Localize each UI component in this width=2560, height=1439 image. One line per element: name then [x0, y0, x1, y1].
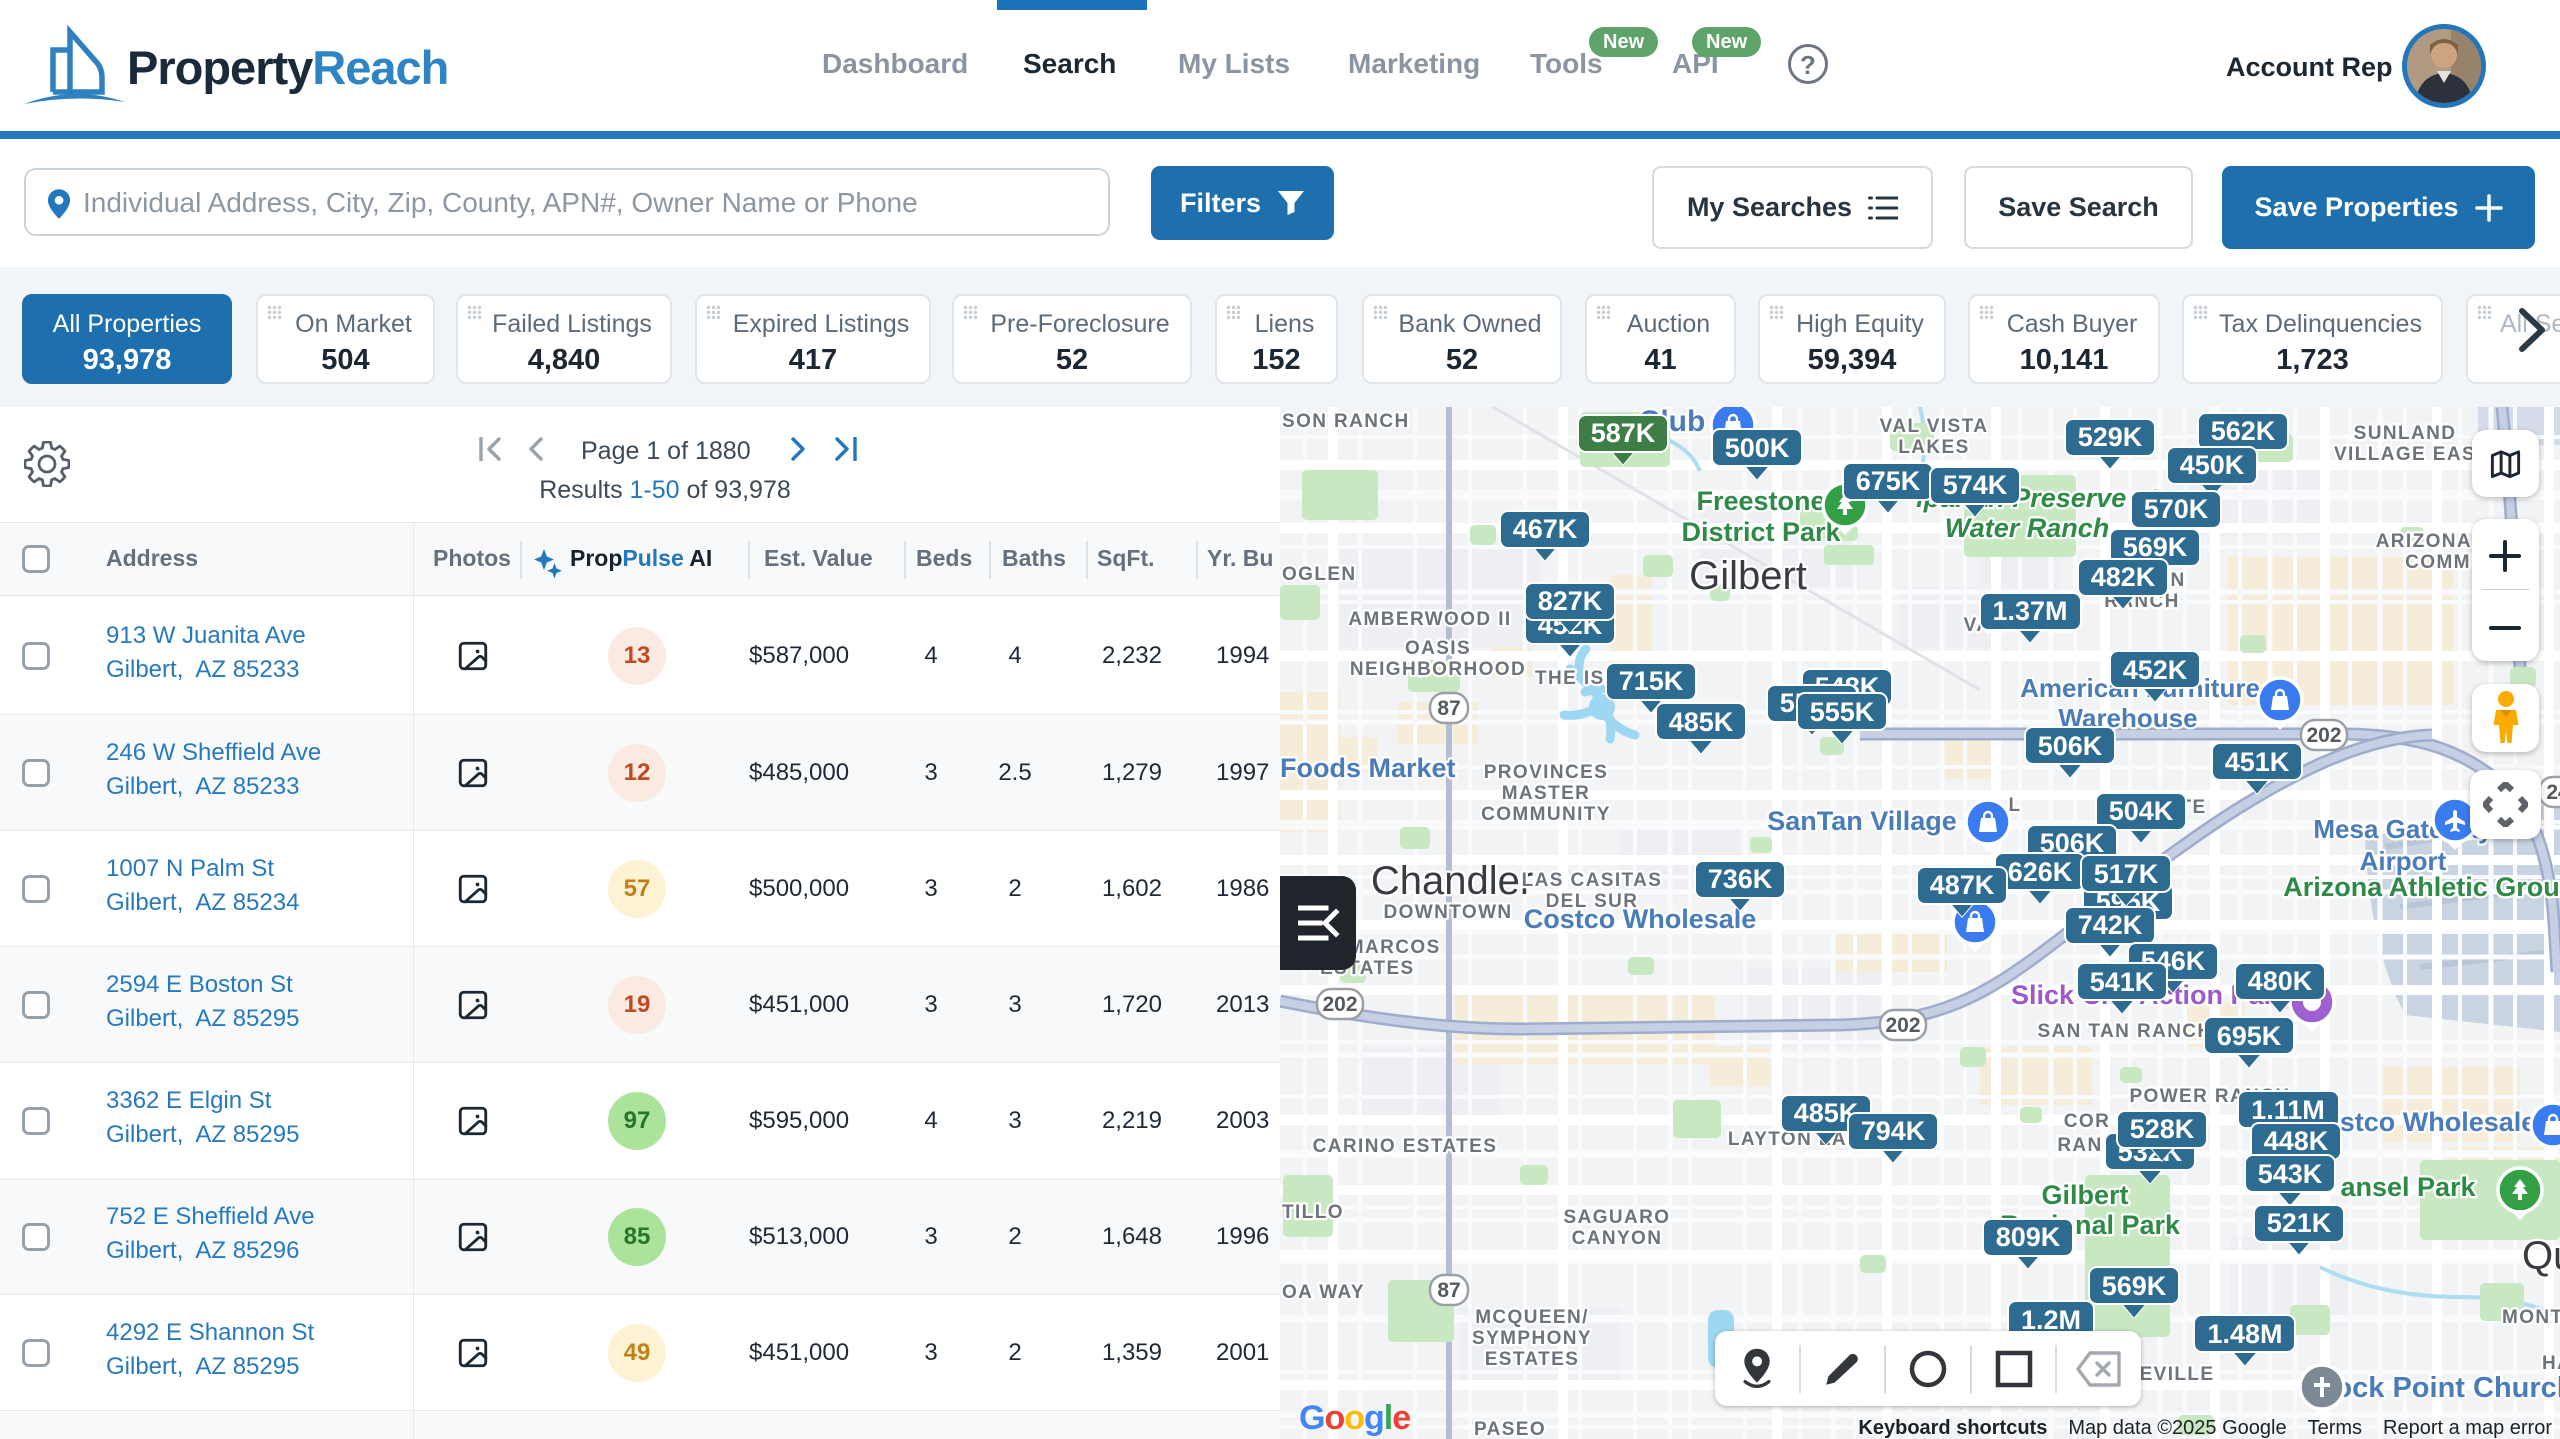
- svg-text:NEIGHBORHOOD: NEIGHBORHOOD: [1350, 659, 1526, 680]
- svg-text:485K: 485K: [1669, 707, 1734, 737]
- svg-text:District Park: District Park: [1681, 517, 1841, 547]
- svg-text:SUNLAND: SUNLAND: [2354, 423, 2457, 444]
- svg-text:448K: 448K: [2264, 1126, 2329, 1156]
- svg-text:Queen: Queen: [2522, 1234, 2560, 1278]
- svg-text:827K: 827K: [1538, 586, 1603, 616]
- svg-text:AMBERWOOD II: AMBERWOOD II: [1348, 609, 1511, 630]
- svg-text:ESTATES: ESTATES: [1485, 1349, 1580, 1370]
- svg-text:Foods Market: Foods Market: [1280, 753, 1456, 783]
- svg-text:PASEO: PASEO: [1474, 1419, 1546, 1439]
- svg-text:RAN: RAN: [2057, 1135, 2102, 1156]
- svg-text:VILLAGE EAS: VILLAGE EAS: [2334, 444, 2476, 465]
- svg-text:450K: 450K: [2180, 450, 2245, 480]
- svg-text:MCQUEEN/: MCQUEEN/: [1475, 1307, 1589, 1328]
- svg-text:87: 87: [1437, 697, 1460, 720]
- svg-text:Airport: Airport: [2360, 846, 2447, 876]
- svg-text:DEL SUR: DEL SUR: [1546, 891, 1639, 912]
- svg-text:Arizona Athletic Ground: Arizona Athletic Ground: [2283, 872, 2560, 902]
- svg-text:Costco Wholesale: Costco Wholesale: [1524, 904, 1757, 934]
- svg-text:COMMUNITY: COMMUNITY: [1481, 804, 1611, 825]
- svg-text:87: 87: [1437, 1279, 1460, 1302]
- svg-text:Gilbert: Gilbert: [1689, 554, 1807, 598]
- svg-text:517K: 517K: [2094, 859, 2159, 889]
- svg-text:Gilbert: Gilbert: [2041, 1180, 2128, 1210]
- svg-text:DOWNTOWN: DOWNTOWN: [1383, 902, 1512, 923]
- svg-text:HAS: HAS: [2542, 1353, 2560, 1374]
- svg-text:742K: 742K: [2078, 910, 2143, 940]
- svg-text:1.2M: 1.2M: [2021, 1305, 2081, 1335]
- svg-text:528K: 528K: [2130, 1114, 2195, 1144]
- svg-text:COR: COR: [2064, 1111, 2110, 1132]
- svg-text:467K: 467K: [1513, 514, 1578, 544]
- svg-text:202: 202: [2306, 724, 2341, 747]
- svg-text:CANYON: CANYON: [1572, 1228, 1663, 1249]
- svg-text:ansel Park: ansel Park: [2340, 1172, 2476, 1202]
- svg-text:CARINO ESTATES: CARINO ESTATES: [1313, 1136, 1498, 1157]
- svg-text:570K: 570K: [2144, 494, 2209, 524]
- svg-text:521K: 521K: [2267, 1208, 2332, 1238]
- svg-text:Freestone: Freestone: [1696, 486, 1825, 516]
- svg-text:487K: 487K: [1930, 870, 1995, 900]
- svg-text:482K: 482K: [2091, 562, 2156, 592]
- svg-text:504K: 504K: [2109, 796, 2174, 826]
- svg-text:PROVINCES: PROVINCES: [1484, 762, 1609, 783]
- svg-text:543K: 543K: [2258, 1159, 2323, 1189]
- svg-text:1.37M: 1.37M: [1992, 596, 2067, 626]
- svg-text:202: 202: [1322, 993, 1357, 1016]
- svg-text:SAN TAN RANCH: SAN TAN RANCH: [2037, 1021, 2212, 1042]
- svg-text:Rock Point Church: Rock Point Church: [2313, 1372, 2560, 1404]
- svg-text:569K: 569K: [2102, 1271, 2167, 1301]
- svg-text:529K: 529K: [2078, 422, 2143, 452]
- svg-text:LAS CASITAS: LAS CASITAS: [1522, 870, 1663, 891]
- svg-text:SYMPHONY: SYMPHONY: [1472, 1328, 1592, 1349]
- svg-text:500K: 500K: [1725, 433, 1790, 463]
- svg-text:480K: 480K: [2248, 966, 2313, 996]
- svg-text:541K: 541K: [2090, 967, 2155, 997]
- svg-text:809K: 809K: [1996, 1222, 2061, 1252]
- svg-text:569K: 569K: [2123, 532, 2188, 562]
- svg-text:1.11M: 1.11M: [2251, 1095, 2325, 1125]
- svg-text:SanTan Village: SanTan Village: [1767, 806, 1957, 836]
- svg-text:MASTER: MASTER: [1502, 783, 1591, 804]
- svg-text:VAL VISTA: VAL VISTA: [1880, 416, 1989, 437]
- svg-text:506K: 506K: [2038, 731, 2103, 761]
- svg-text:794K: 794K: [1861, 1116, 1926, 1146]
- svg-text:SAGUARO: SAGUARO: [1564, 1207, 1671, 1228]
- svg-text:202: 202: [1885, 1014, 1920, 1037]
- svg-text:L: L: [2008, 795, 2021, 816]
- svg-text:587K: 587K: [1591, 418, 1656, 448]
- svg-text:626K: 626K: [2008, 857, 2073, 887]
- svg-text:LAKES: LAKES: [1898, 437, 1969, 458]
- svg-text:451K: 451K: [2225, 747, 2290, 777]
- svg-text:574K: 574K: [1943, 470, 2008, 500]
- svg-text:695K: 695K: [2217, 1021, 2282, 1051]
- svg-text:Water Ranch: Water Ranch: [1945, 513, 2110, 543]
- svg-text:OASIS: OASIS: [1405, 638, 1471, 659]
- svg-text:OGLEN: OGLEN: [1282, 564, 1357, 585]
- svg-text:MONTELENA: MONTELENA: [2502, 1307, 2560, 1328]
- svg-text:1.48M: 1.48M: [2207, 1319, 2282, 1349]
- svg-text:715K: 715K: [1619, 666, 1684, 696]
- svg-text:675K: 675K: [1856, 466, 1921, 496]
- svg-text:555K: 555K: [1810, 697, 1875, 727]
- svg-text:562K: 562K: [2211, 416, 2276, 446]
- svg-text:452K: 452K: [2123, 655, 2188, 685]
- svg-text:OA WAY: OA WAY: [1282, 1282, 1365, 1303]
- svg-text:TILLO: TILLO: [1282, 1202, 1344, 1223]
- svg-text:Chandler: Chandler: [1371, 859, 1533, 903]
- svg-text:736K: 736K: [1708, 864, 1773, 894]
- svg-text:24: 24: [2546, 781, 2560, 804]
- svg-text:SON RANCH: SON RANCH: [1282, 411, 1410, 432]
